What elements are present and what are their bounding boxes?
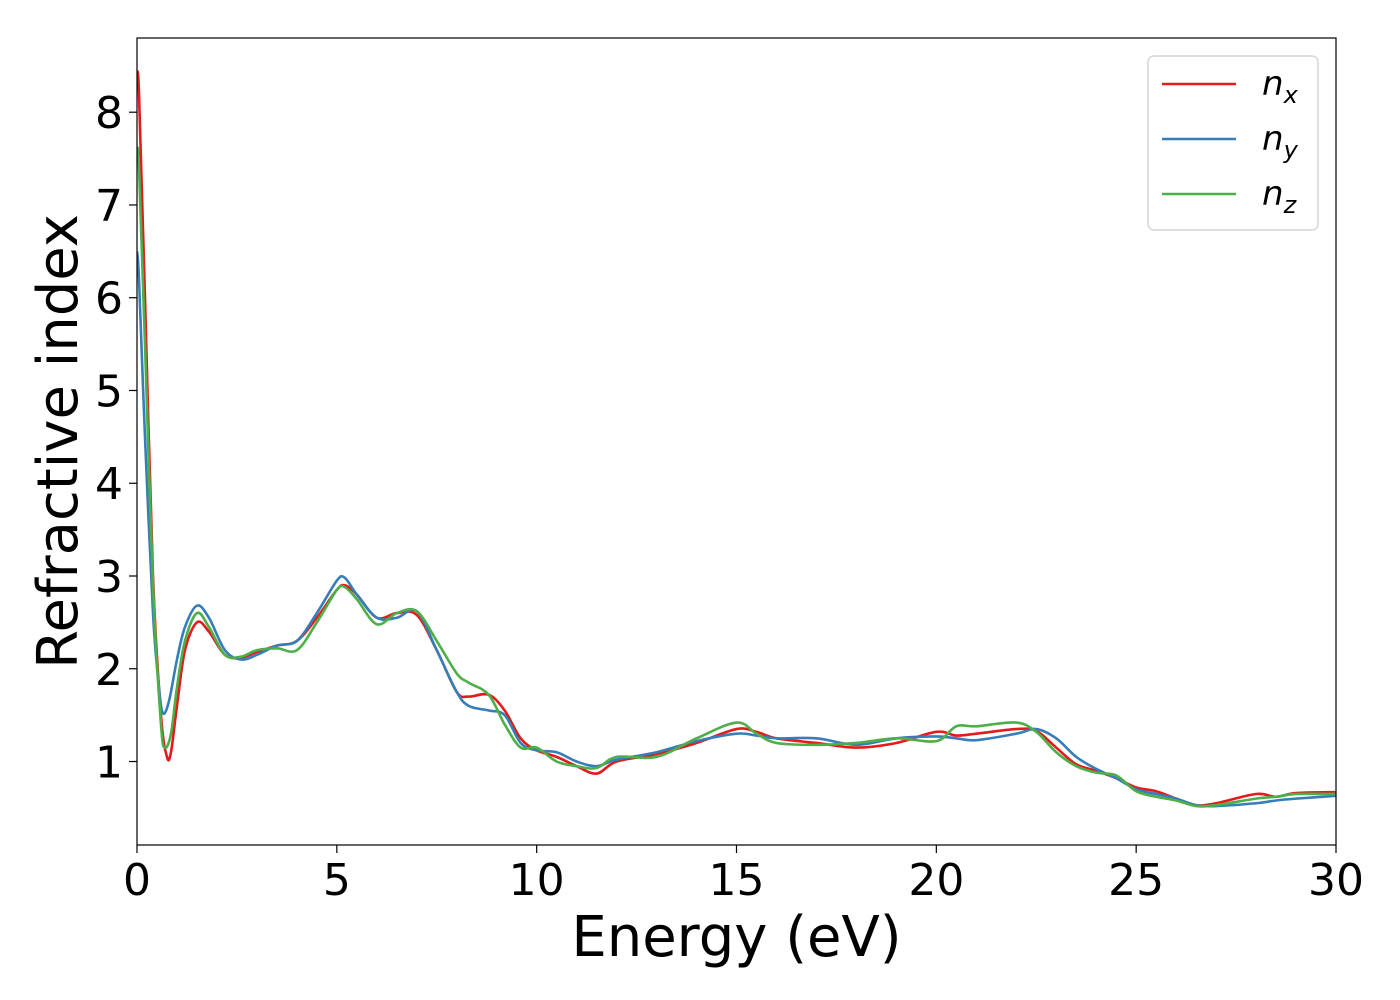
- y-axis-title: Refractive index: [26, 214, 91, 669]
- y-tick-label: 3: [95, 552, 123, 603]
- x-tick-label: 25: [1108, 855, 1164, 906]
- y-tick-label: 6: [95, 274, 123, 325]
- y-tick-label: 7: [95, 181, 123, 232]
- y-tick-label: 5: [95, 366, 123, 417]
- x-tick-label: 30: [1308, 855, 1364, 906]
- x-tick-label: 0: [123, 855, 151, 906]
- y-tick-label: 1: [95, 738, 123, 789]
- series-line-nz: [137, 148, 1336, 807]
- x-tick-label: 15: [709, 855, 765, 906]
- x-axis-title: Energy (eV): [571, 905, 901, 970]
- x-tick-label: 5: [323, 855, 351, 906]
- y-tick-label: 8: [95, 88, 123, 139]
- x-tick-label: 20: [908, 855, 964, 906]
- y-tick-label: 2: [95, 645, 123, 696]
- x-tick-label: 10: [509, 855, 565, 906]
- y-tick-label: 4: [95, 459, 123, 510]
